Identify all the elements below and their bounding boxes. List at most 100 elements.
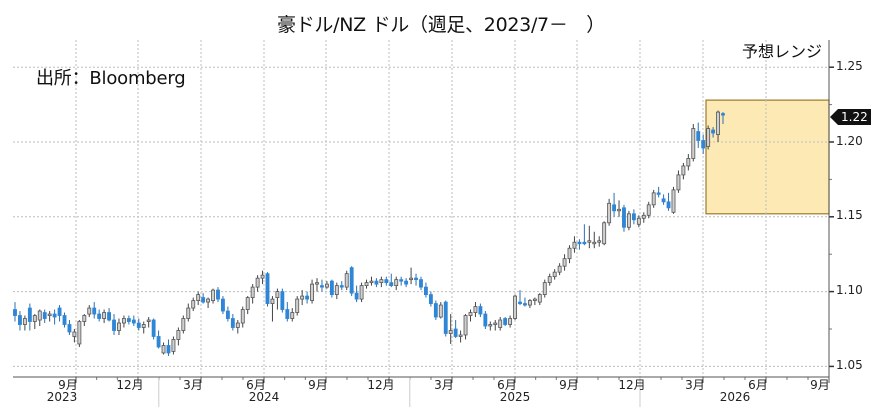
candle-down: [404, 280, 409, 285]
candle-down: [582, 241, 587, 245]
x-tick-label: 9月: [58, 378, 78, 392]
candle-down: [156, 336, 161, 348]
candle-up: [527, 300, 532, 306]
candle-down: [419, 279, 423, 288]
candle-down: [631, 213, 636, 221]
candle-down: [349, 267, 354, 294]
candle-down: [18, 315, 22, 325]
candle-up: [691, 128, 696, 159]
candle-up: [334, 285, 339, 295]
candle-up: [493, 322, 498, 325]
candle-down: [612, 204, 617, 212]
candle-down: [201, 297, 206, 303]
x-tick-label: 9月: [559, 378, 579, 392]
candle-up: [557, 265, 562, 273]
candle-up: [186, 307, 191, 319]
source-note: 出所：Bloomberg: [36, 68, 186, 89]
candle-up: [141, 324, 146, 328]
candle-down: [374, 280, 379, 285]
candle-up: [646, 204, 651, 216]
candle-up: [641, 214, 646, 219]
candle-up: [359, 285, 364, 300]
candle-down: [577, 241, 582, 245]
candle-down: [453, 328, 458, 337]
candle-down: [696, 131, 701, 141]
candle-up: [191, 300, 196, 309]
candle-down: [503, 318, 508, 325]
candle-down: [701, 140, 706, 149]
candle-down: [523, 303, 527, 306]
candle-down: [216, 289, 220, 300]
candle-down: [518, 301, 522, 304]
candle-down: [384, 279, 389, 284]
candle-down: [62, 315, 67, 325]
candle-up: [211, 289, 215, 301]
candle-down: [443, 301, 448, 334]
candle-down: [414, 277, 418, 281]
candle-up: [171, 339, 176, 352]
y-tick-label: 1.20: [836, 134, 863, 148]
candle-up: [592, 241, 597, 245]
candle-down: [27, 307, 32, 322]
candle-up: [235, 322, 240, 328]
candle-up: [364, 282, 369, 287]
candle-up: [181, 318, 186, 331]
candle-down: [339, 285, 344, 288]
candle-down: [428, 294, 433, 304]
candle-up: [488, 324, 493, 327]
candle-up: [324, 283, 329, 288]
candle-up: [22, 318, 27, 325]
candle-up: [87, 307, 92, 315]
candle-up: [270, 298, 275, 304]
candle-down: [107, 312, 112, 321]
x-tick-label: 3月: [183, 378, 203, 392]
x-tick-label: 12月: [367, 378, 395, 392]
candle-up: [379, 279, 384, 284]
year-label: 2025: [499, 390, 531, 404]
candle-up: [369, 280, 374, 284]
candle-down: [221, 298, 225, 312]
x-tick-label: 12月: [618, 378, 646, 392]
candle-up: [438, 304, 443, 318]
y-tick-label: 1.05: [836, 358, 863, 372]
candle-up: [587, 240, 592, 243]
candle-up: [716, 111, 720, 135]
candle-up: [310, 283, 314, 301]
candle-up: [542, 282, 547, 295]
y-tick-label: 1.15: [836, 208, 863, 222]
candle-down: [711, 129, 716, 134]
candle-up: [552, 271, 557, 278]
candle-up: [473, 306, 478, 313]
forecast-range-box: [705, 99, 830, 215]
candle-up: [562, 258, 567, 267]
candle-down: [656, 192, 661, 195]
candle-up: [597, 240, 602, 243]
candle-up: [146, 319, 151, 322]
candle-down: [166, 345, 171, 354]
candle-up: [82, 315, 87, 322]
candle-up: [508, 318, 513, 325]
candle-up: [295, 298, 300, 313]
candle-up: [513, 295, 517, 319]
candle-down: [126, 318, 131, 322]
x-tick-label: 3月: [434, 378, 454, 392]
candle-down: [320, 285, 324, 288]
candle-down: [151, 319, 156, 337]
candle-up: [676, 174, 681, 191]
candle-down: [131, 319, 136, 324]
candle-up: [602, 222, 607, 245]
candle-down: [666, 201, 671, 209]
year-label: 2026: [719, 390, 751, 404]
candle-up: [706, 128, 711, 147]
candle-down: [424, 286, 428, 295]
x-tick-label: 6月: [748, 378, 768, 392]
candle-up: [196, 294, 201, 301]
candle-up: [315, 282, 319, 285]
candle-down: [136, 322, 141, 328]
candle-down: [622, 207, 626, 228]
candle-down: [112, 319, 116, 331]
candle-up: [176, 330, 181, 340]
candle-down: [230, 318, 235, 328]
x-tick-label: 3月: [685, 378, 705, 392]
